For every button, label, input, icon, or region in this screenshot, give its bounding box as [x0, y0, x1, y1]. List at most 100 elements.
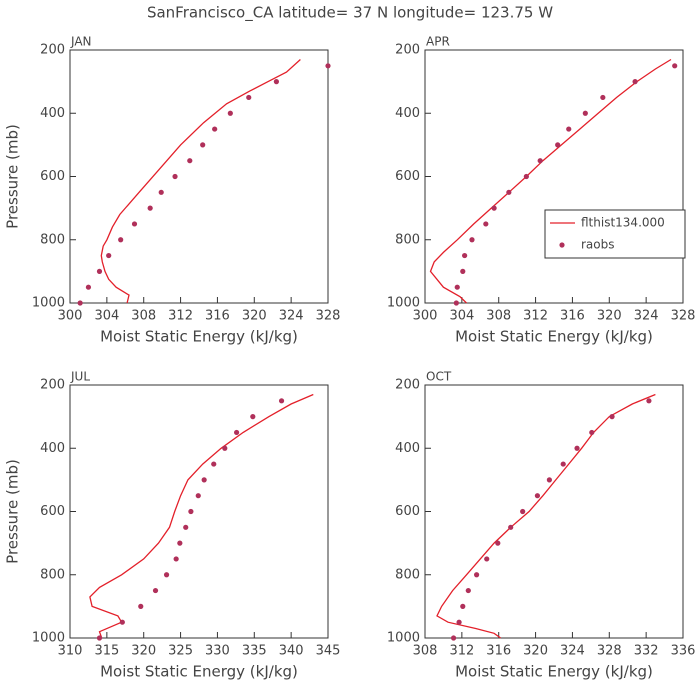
raob-point: [460, 268, 466, 274]
y-tick-label: 600: [40, 169, 65, 184]
x-tick-label: 320: [597, 309, 622, 324]
raob-point: [273, 79, 279, 85]
raob-point: [506, 189, 512, 195]
raob-point: [491, 205, 497, 211]
raob-point: [453, 300, 459, 306]
figure-title: SanFrancisco_CA latitude= 37 N longitude…: [147, 4, 553, 23]
x-tick-label: 310: [58, 644, 83, 659]
raob-point: [589, 429, 595, 436]
profile-line: [89, 393, 314, 639]
x-tick-label: 300: [413, 309, 438, 324]
y-tick-label: 400: [40, 106, 65, 121]
raob-point: [672, 63, 678, 69]
y-tick-label: 200: [395, 378, 420, 393]
raob-point: [152, 587, 159, 594]
raob-point: [534, 493, 541, 499]
profile-line: [100, 59, 301, 304]
x-axis-label: Moist Static Energy (kJ/kg): [100, 328, 298, 346]
raob-point: [460, 603, 466, 609]
raob-point: [465, 587, 471, 594]
x-tick-label: 312: [523, 309, 548, 324]
y-tick-label: 400: [395, 106, 420, 121]
y-tick-label: 800: [40, 567, 65, 582]
raob-point: [646, 398, 652, 404]
x-tick-label: 316: [205, 309, 230, 324]
raob-point: [523, 173, 529, 180]
raob-point: [582, 110, 588, 116]
x-tick-label: 308: [413, 644, 438, 659]
x-tick-label: 332: [634, 644, 659, 659]
raob-point: [96, 635, 103, 641]
y-tick-label: 400: [40, 441, 65, 456]
x-tick-label: 308: [131, 309, 156, 324]
raob-point: [147, 205, 153, 211]
legend-label: raobs: [581, 238, 615, 252]
raob-point: [119, 619, 125, 625]
raob-point: [462, 252, 468, 259]
y-tick-label: 1000: [387, 296, 420, 311]
raob-point: [212, 126, 218, 132]
x-tick-label: 345: [316, 644, 341, 659]
raob-point: [158, 189, 164, 195]
x-tick-label: 315: [94, 644, 119, 659]
raob-point: [173, 556, 179, 562]
x-tick-label: 328: [597, 644, 622, 659]
x-tick-label: 320: [131, 644, 156, 659]
raob-point: [131, 221, 138, 227]
raob-point: [566, 126, 572, 132]
x-tick-label: 304: [449, 309, 474, 324]
raob-point: [211, 461, 217, 467]
legend: flthist134.000 raobs: [544, 209, 686, 259]
raob-point: [483, 221, 489, 227]
raob-point: [484, 556, 490, 562]
x-tick-label: 312: [168, 309, 193, 324]
x-tick-label: 325: [168, 644, 193, 659]
x-tick-label: 324: [560, 644, 585, 659]
raob-point: [495, 540, 501, 546]
x-tick-label: 316: [560, 309, 585, 324]
panel-label: JUL: [70, 370, 90, 384]
raob-point: [85, 284, 92, 290]
x-tick-label: 304: [94, 309, 119, 324]
x-tick-label: 336: [671, 644, 696, 659]
raob-point: [537, 158, 543, 164]
y-tick-label: 800: [395, 567, 420, 582]
raob-point: [632, 79, 638, 85]
raob-point: [172, 173, 178, 180]
x-tick-label: 312: [449, 644, 474, 659]
y-tick-label: 400: [395, 441, 420, 456]
raob-point: [187, 158, 193, 164]
raob-point: [227, 110, 233, 116]
raob-point: [201, 477, 207, 483]
y-tick-label: 1000: [387, 631, 420, 646]
y-tick-label: 1000: [32, 631, 65, 646]
plot-frame: [424, 49, 684, 304]
panel-label: JAN: [70, 35, 92, 49]
raob-point: [188, 508, 194, 515]
raob-point: [118, 237, 124, 243]
x-tick-label: 324: [279, 309, 304, 324]
raob-point: [469, 237, 475, 243]
raob-point: [106, 252, 112, 259]
panel-label: APR: [426, 35, 450, 49]
x-tick-label: 330: [205, 644, 230, 659]
raob-point: [163, 572, 170, 578]
x-tick-label: 328: [671, 309, 696, 324]
legend-label: flthist134.000: [581, 216, 665, 230]
y-tick-label: 200: [40, 378, 65, 393]
raob-point: [609, 414, 615, 420]
raob-point: [520, 508, 526, 515]
plot-frame: [424, 384, 684, 639]
x-tick-label: 308: [486, 309, 511, 324]
x-tick-label: 300: [58, 309, 83, 324]
raob-point: [195, 493, 201, 499]
y-tick-label: 600: [395, 504, 420, 519]
profile-line: [429, 58, 672, 304]
raob-point: [546, 477, 552, 483]
y-axis-label: Pressure (mb): [4, 124, 22, 229]
raob-point: [96, 268, 103, 274]
y-tick-label: 800: [395, 232, 420, 247]
x-axis-label: Moist Static Energy (kJ/kg): [100, 663, 298, 681]
raob-point: [177, 540, 183, 546]
